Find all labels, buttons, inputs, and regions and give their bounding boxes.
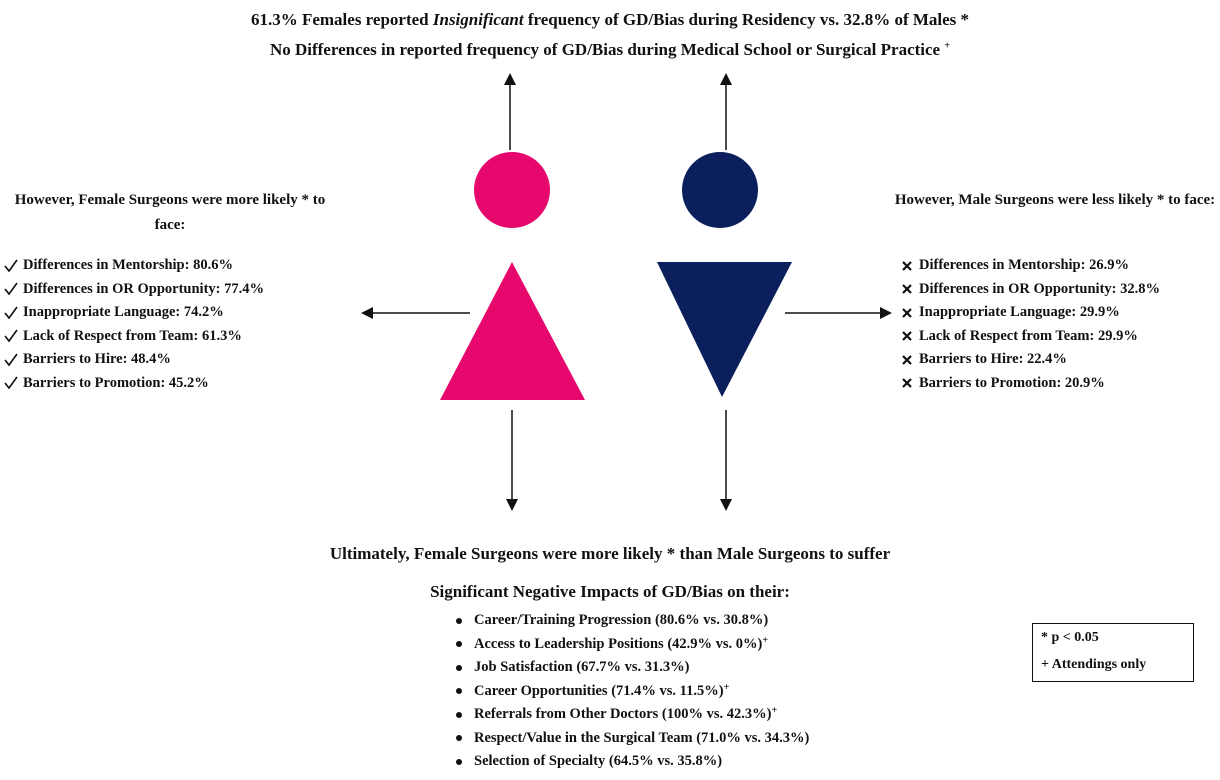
list-item: Barriers to Hire: 22.4% (900, 348, 1160, 372)
header-line: No Differences in reported frequency of … (0, 40, 1220, 60)
item-text: Inappropriate Language: 29.9% (919, 304, 1120, 321)
check-stroke (4, 306, 18, 320)
legend-entry: + Attendings only (1041, 657, 1147, 672)
item-text: Barriers to Hire: 48.4% (23, 351, 171, 368)
item-text: Lack of Respect from Team: 29.9% (919, 327, 1138, 344)
note-mark: + (944, 40, 951, 52)
item-text: Differences in Mentorship: 80.6% (23, 257, 233, 274)
cross-icon (902, 331, 912, 342)
item-text: Differences in Mentorship: 26.9% (919, 257, 1129, 274)
bullet (456, 617, 462, 624)
note-mark: + (723, 681, 730, 693)
outcome-heading: Ultimately, Female Surgeons were more li… (329, 544, 891, 563)
list-item: Differences in OR Opportunity: 77.4% (4, 278, 264, 302)
cross-stroke (902, 378, 912, 389)
male-head (682, 152, 758, 228)
list-item: Differences in Mentorship: 80.6% (4, 254, 264, 278)
list-item: Career/Training Progression (80.6% vs. 3… (452, 609, 809, 633)
check-icon (4, 306, 18, 320)
header-line: 61.3% Females reported Insignificant fre… (0, 10, 1220, 30)
note-mark: + (762, 634, 769, 646)
list-item: Barriers to Hire: 48.4% (4, 348, 264, 372)
item-text: Inappropriate Language: 74.2% (23, 304, 224, 321)
legend: * p < 0.05 + Attendings only (1032, 623, 1194, 682)
item-text: Referrals from Other Doctors (100% vs. 4… (474, 706, 772, 723)
check-stroke (4, 376, 18, 390)
list-item: Lack of Respect from Team: 29.9% (900, 325, 1160, 349)
list-item: Differences in Mentorship: 26.9% (900, 254, 1160, 278)
cross-icon (902, 307, 912, 318)
male-list: Differences in Mentorship: 26.9% Differen… (900, 254, 1160, 395)
bullet (456, 735, 462, 742)
item-text: Selection of Specialty (64.5% vs. 35.8%) (474, 753, 723, 770)
cross-icon (902, 378, 912, 389)
list-item: Inappropriate Language: 29.9% (900, 301, 1160, 325)
check-icon (4, 376, 18, 390)
list-item: Differences in OR Opportunity: 32.8% (900, 278, 1160, 302)
list-item: Barriers to Promotion: 20.9% (900, 372, 1160, 396)
list-item: Career Opportunities (71.4% vs. 11.5%) + (452, 680, 809, 704)
bullet (456, 758, 462, 765)
female-list: Differences in Mentorship: 80.6% Differen… (4, 254, 264, 395)
check-stroke (4, 353, 18, 367)
legend-entry: * p < 0.05 (1041, 630, 1099, 645)
item-text: Barriers to Hire: 22.4% (919, 351, 1067, 368)
item-text: Lack of Respect from Team: 61.3% (23, 327, 242, 344)
check-stroke (4, 329, 18, 343)
male-body (657, 262, 792, 397)
female-body (440, 262, 585, 400)
outcome-list: Career/Training Progression (80.6% vs. 3… (452, 609, 809, 774)
cross-icon (902, 354, 912, 365)
text: No Differences in reported frequency of … (269, 40, 941, 59)
item-text: Differences in OR Opportunity: 32.8% (919, 280, 1160, 297)
item-text: Barriers to Promotion: 20.9% (919, 374, 1105, 391)
list-item: Selection of Specialty (64.5% vs. 35.8%) (452, 750, 809, 774)
check-icon (4, 329, 18, 343)
list-item: Barriers to Promotion: 45.2% (4, 372, 264, 396)
item-text: Career/Training Progression (80.6% vs. 3… (474, 612, 769, 629)
check-stroke (4, 282, 18, 296)
male-heading: However, Male Surgeons were less likely … (894, 192, 1216, 208)
cross-stroke (902, 331, 912, 342)
item-text: Access to Leadership Positions (42.9% vs… (474, 635, 763, 652)
bullet (456, 664, 462, 671)
item-text: Respect/Value in the Surgical Team (71.0… (474, 729, 810, 746)
cross-icon (902, 260, 912, 271)
text: Insignificant (432, 10, 524, 29)
note-mark: + (771, 705, 778, 716)
check-icon (4, 259, 18, 273)
bullet (456, 641, 462, 648)
cross-stroke (902, 354, 912, 365)
female-head (474, 152, 550, 228)
outcome-subheading: Significant Negative Impacts of GD/Bias … (430, 582, 790, 601)
check-stroke (4, 259, 18, 273)
cross-stroke (902, 307, 912, 318)
text: frequency of GD/Bias during Residency vs… (523, 10, 970, 29)
list-item: Respect/Value in the Surgical Team (71.0… (452, 727, 809, 751)
item-text: Barriers to Promotion: 45.2% (23, 374, 209, 391)
cross-stroke (902, 284, 912, 295)
cross-stroke (902, 260, 912, 271)
bullet (456, 688, 462, 695)
item-text: Differences in OR Opportunity: 77.4% (23, 280, 264, 297)
list-item: Referrals from Other Doctors (100% vs. 4… (452, 703, 809, 727)
text: 61.3% Females reported (250, 10, 433, 29)
list-item: Job Satisfaction (67.7% vs. 31.3%) (452, 656, 809, 680)
check-icon (4, 282, 18, 296)
item-text: Career Opportunities (71.4% vs. 11.5%) (474, 682, 724, 699)
cross-icon (902, 284, 912, 295)
list-item: Lack of Respect from Team: 61.3% (4, 325, 264, 349)
list-item: Access to Leadership Positions (42.9% vs… (452, 633, 809, 657)
female-heading: However, Female Surgeons were more likel… (14, 192, 326, 233)
bullet (456, 711, 462, 718)
item-text: Job Satisfaction (67.7% vs. 31.3%) (474, 659, 690, 676)
list-item: Inappropriate Language: 74.2% (4, 301, 264, 325)
check-icon (4, 353, 18, 367)
